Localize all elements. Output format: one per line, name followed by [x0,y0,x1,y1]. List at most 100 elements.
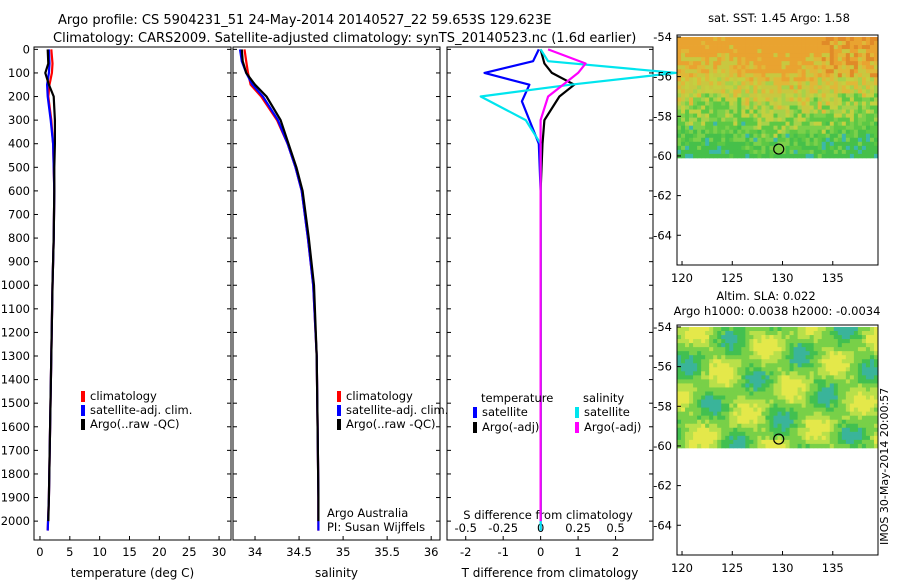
heatmap-cell [681,383,686,388]
heatmap-cell [845,355,851,360]
heatmap-cell [853,339,859,344]
heatmap-cell [733,77,738,82]
heatmap-cell [737,45,742,50]
heatmap-cell [809,97,815,102]
heatmap-cell [785,387,790,392]
heatmap-cell [861,89,867,94]
heatmap-cell [805,343,811,348]
heatmap-cell [777,335,782,340]
heatmap-cell [797,45,803,50]
heatmap-cell [681,57,686,62]
heatmap-cell [701,443,706,449]
heatmap-cell [841,69,847,74]
heatmap-cell [833,359,839,364]
heatmap-cell [813,443,819,449]
heatmap-cell [773,355,778,360]
heatmap-cell [833,419,839,425]
heatmap-cell [741,351,746,356]
heatmap-cell [829,339,835,344]
heatmap-cell [685,97,690,102]
heatmap-cell [861,36,867,42]
heatmap-cell [761,351,766,356]
heatmap-cell [681,81,686,86]
heatmap-cell [693,109,698,114]
heatmap-cell [805,383,811,388]
heatmap-cell [813,153,819,159]
heatmap-cell [717,93,722,98]
heatmap-cell [725,363,730,368]
heatmap-cell [861,133,867,139]
heatmap-cell [809,61,815,66]
heatmap-cell [825,387,831,392]
heatmap-cell [849,403,855,409]
heatmap-cell [825,49,831,54]
heatmap-cell [761,387,766,392]
heatmap-cell [765,117,770,123]
heatmap-cell [865,375,871,380]
heatmap-cell [781,375,786,380]
heatmap-cell [785,121,790,127]
heatmap-cell [769,85,774,90]
heatmap-cell [789,423,794,429]
heatmap-cell [805,355,811,360]
heatmap-cell [857,427,863,433]
heatmap-cell [713,125,718,131]
heatmap-cell [753,343,758,348]
heatmap-cell [757,101,762,106]
heatmap-cell [869,326,875,332]
heatmap-cell [717,439,722,445]
heatmap-cell [853,57,859,62]
heatmap-cell [833,101,839,106]
heatmap-cell [749,129,754,135]
heatmap-cell [709,89,714,94]
heatmap-cell [829,443,835,449]
heatmap-cell [725,53,730,58]
heatmap-cell [781,379,786,384]
heatmap-cell [769,379,774,384]
heatmap-cell [765,367,770,372]
heatmap-cell [733,149,738,155]
heatmap-cell [765,133,770,139]
heatmap-cell [793,153,798,159]
heatmap-cell [721,113,726,119]
heatmap-cell [817,49,823,54]
heatmap-cell [709,403,714,409]
heatmap-cell [697,81,702,86]
heatmap-cell [841,121,847,127]
heatmap-cell [745,133,750,139]
heatmap-cell [697,101,702,106]
legend-swatch [337,419,341,430]
heatmap-cell [713,399,718,404]
heatmap-cell [737,423,742,429]
heatmap-cell [861,335,867,340]
heatmap-cell [769,423,774,429]
heatmap-cell [777,391,782,396]
heatmap-cell [817,363,823,368]
heatmap-cell [833,407,839,413]
heatmap-cell [749,335,754,340]
heatmap-cell [853,335,859,340]
heatmap-cell [833,431,839,437]
heatmap-cell [853,93,859,98]
map-title: Altim. SLA: 0.022 [716,289,815,303]
heatmap-cell [793,331,798,336]
heatmap-cell [729,431,734,437]
heatmap-cell [717,351,722,356]
heatmap-cell [677,69,682,74]
heatmap-cell [733,153,738,159]
heatmap-cell [869,431,875,437]
heatmap-cell [849,363,855,368]
heatmap-cell [793,375,798,380]
heatmap-cell [705,379,710,384]
heatmap-cell [765,61,770,66]
heatmap-cell [777,355,782,360]
heatmap-cell [849,41,855,46]
heatmap-cell [841,367,847,372]
heatmap-cell [681,101,686,106]
heatmap-cell [725,411,730,417]
heatmap-cell [721,431,726,437]
heatmap-cell [797,81,803,86]
heatmap-cell [689,133,694,139]
heatmap-cell [869,383,875,388]
heatmap-cell [685,105,690,110]
